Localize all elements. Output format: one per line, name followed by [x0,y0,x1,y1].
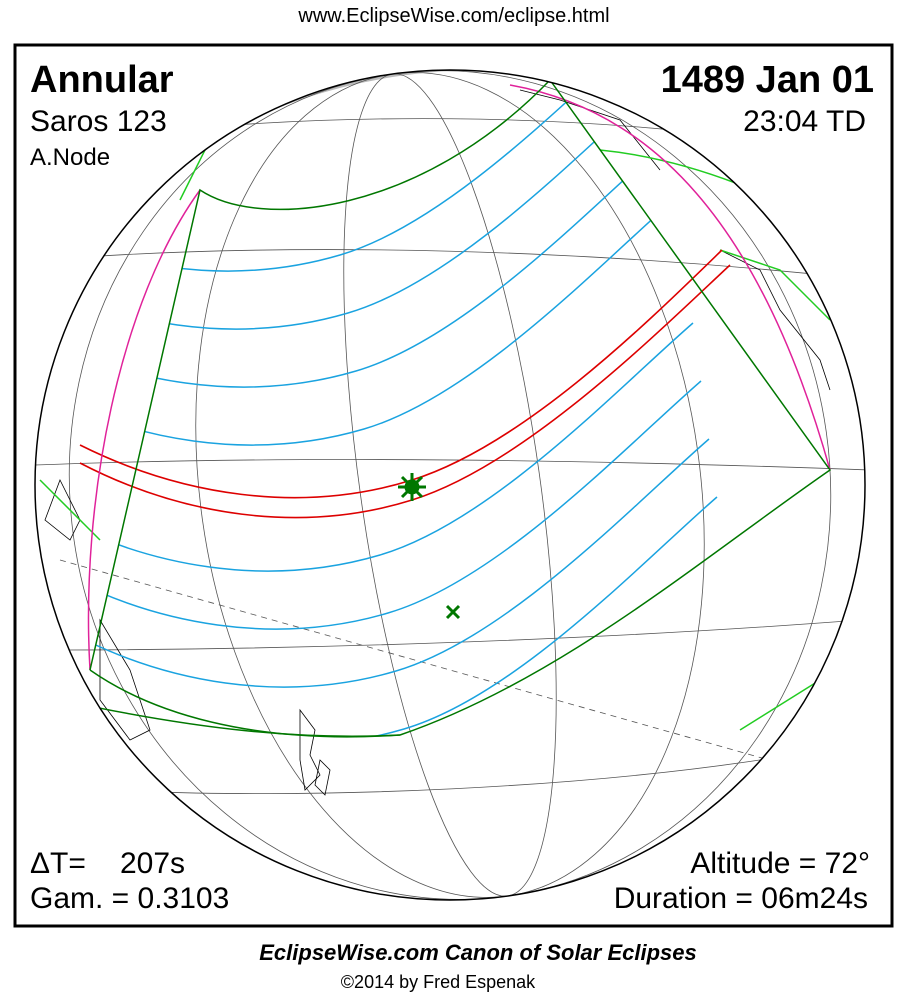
delta-t-value: 207s [120,847,185,880]
globe-outline [34,69,866,901]
gamma: Gam. = 0.3103 [30,882,229,915]
node: A.Node [30,144,110,171]
rise-set-curves [87,84,831,671]
penumbra-limits [59,79,832,738]
penumbral-line [90,438,710,688]
canon-title: EclipseWise.com Canon of Solar Eclipses [259,940,697,965]
greatest-eclipse [398,473,426,501]
date: 1489 Jan 01 [661,59,874,101]
penumbral-line [90,380,702,630]
eclipse-type: Annular [30,59,174,101]
url: www.EclipseWise.com/eclipse.html [297,5,609,27]
penumbral-line [90,322,694,572]
subsolar-point [445,604,461,620]
time: 23:04 TD [743,105,866,138]
saros: Saros 123 [30,105,167,138]
copyright: ©2014 by Fred Espenak [341,972,536,992]
altitude: Altitude = 72° [690,847,870,880]
duration: Duration = 06m24s [614,882,868,915]
delta-t-label: ΔT= [30,847,86,880]
